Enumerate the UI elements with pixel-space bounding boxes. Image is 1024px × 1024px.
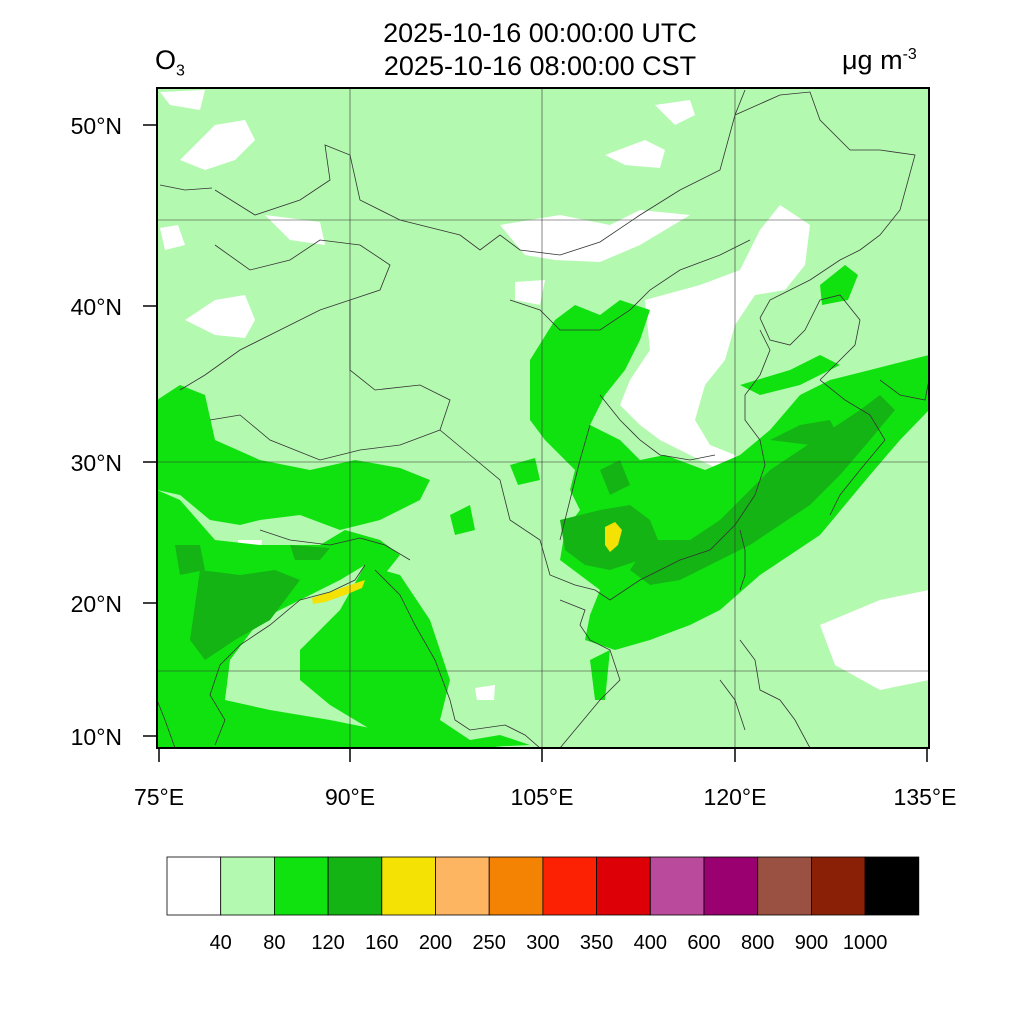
colorbar-swatch [703, 856, 759, 916]
band-160-200 [312, 522, 622, 604]
lon-label-135e: 135°E [893, 784, 957, 810]
lat-label-50n: 50°N [70, 113, 122, 139]
variable-subscript: 3 [176, 62, 185, 80]
lon-label-120e: 120°E [703, 784, 767, 810]
lat-label-30n: 30°N [70, 450, 122, 476]
colorbar-label: 160 [365, 932, 399, 954]
colorbar-label: 250 [472, 932, 506, 954]
lon-label-105e: 105°E [510, 784, 574, 810]
lat-label-10n: 10°N [70, 724, 122, 750]
colorbar-swatch [649, 856, 705, 916]
colorbar-swatch [327, 856, 383, 916]
axis-ticks [143, 124, 928, 762]
title-cst: 2025-10-16 08:00:00 CST [383, 51, 697, 81]
lat-label-20n: 20°N [70, 591, 122, 617]
colorbar-label: 120 [311, 932, 345, 954]
colorbar-label: 200 [418, 932, 453, 954]
units-exponent: -3 [902, 46, 917, 63]
colorbar-label: 900 [794, 932, 829, 954]
colorbar-label: 800 [741, 932, 775, 954]
colorbar-label: 600 [687, 932, 721, 954]
colorbar-swatch [220, 856, 275, 916]
colorbar-label: 80 [263, 932, 286, 954]
colorbar-label: 350 [579, 932, 614, 954]
units-base: μg m [842, 45, 903, 75]
band-below-40 [160, 90, 929, 700]
colorbar-swatch [596, 856, 651, 916]
colorbar-swatch [542, 856, 598, 916]
band-120-160 [175, 395, 895, 660]
units-label: μg m-3 [842, 45, 917, 76]
concentration-field [157, 88, 929, 748]
colorbar-swatch [864, 856, 920, 916]
colorbar-label: 1000 [842, 932, 888, 954]
lat-label-40n: 40°N [70, 294, 122, 320]
graticule [157, 88, 929, 748]
colorbar-label: 300 [526, 932, 560, 954]
colorbar-label: 400 [633, 932, 667, 954]
variable-name: O [155, 45, 177, 75]
colorbar-swatch [273, 856, 329, 916]
lon-label-90e: 90°E [324, 784, 376, 810]
colorbar-swatch [435, 856, 490, 916]
colorbar-swatch [757, 856, 812, 916]
colorbar [166, 856, 920, 916]
colorbar-label: 40 [209, 932, 232, 954]
boundaries [157, 89, 929, 748]
colorbar-swatch [811, 856, 866, 916]
variable-label: O3 [155, 45, 185, 80]
colorbar-swatch [166, 856, 222, 916]
map-frame [156, 87, 930, 749]
colorbar-swatch [488, 856, 544, 916]
title-utc: 2025-10-16 00:00:00 UTC [383, 18, 697, 48]
colorbar-swatch [381, 856, 436, 916]
lon-label-75e: 75°E [133, 784, 185, 810]
